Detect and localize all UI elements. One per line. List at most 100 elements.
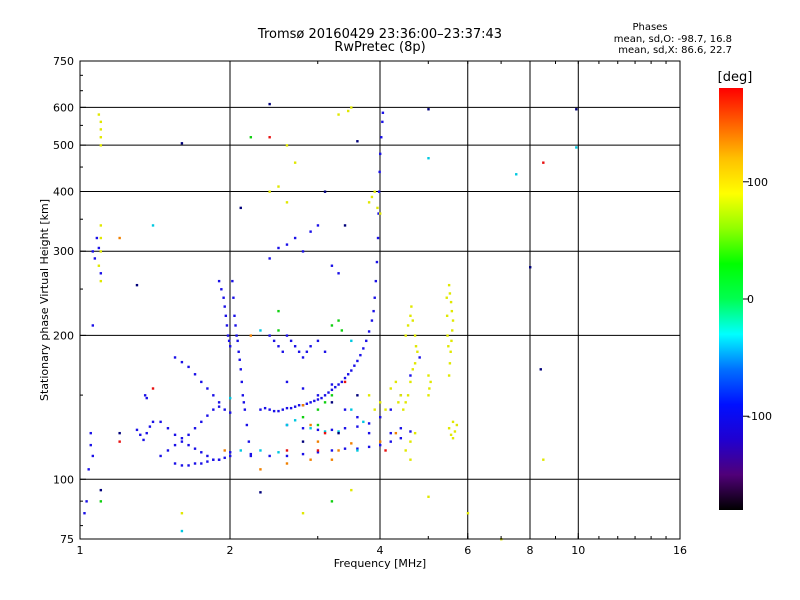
data-point [173, 462, 177, 465]
data-point [376, 206, 379, 210]
data-point [173, 443, 177, 447]
data-point [377, 190, 381, 193]
data-point [239, 368, 242, 371]
data-point [330, 500, 334, 503]
data-point [350, 339, 353, 343]
data-point [427, 495, 430, 498]
data-point [330, 264, 334, 267]
data-point [350, 442, 353, 445]
data-point [285, 449, 289, 452]
data-point [187, 433, 190, 437]
data-point [206, 460, 209, 463]
data-point [340, 380, 344, 384]
data-point [316, 440, 320, 443]
data-point [323, 394, 327, 397]
data-point [309, 230, 312, 233]
data-point [316, 224, 320, 227]
data-point [451, 329, 454, 332]
data-point [375, 260, 379, 264]
data-point [223, 305, 226, 308]
data-point [378, 170, 381, 174]
data-point [515, 173, 518, 176]
data-point [272, 339, 276, 343]
data-point [293, 161, 297, 164]
data-point [91, 250, 95, 253]
data-point [180, 142, 184, 145]
data-point [418, 356, 421, 359]
data-point [320, 396, 323, 400]
data-point [285, 144, 289, 147]
data-point [449, 350, 452, 353]
data-point [330, 383, 334, 386]
data-point [200, 380, 203, 384]
data-point [356, 425, 359, 428]
data-point [356, 449, 359, 452]
data-point [301, 250, 305, 253]
data-point [323, 190, 327, 193]
data-point [83, 512, 86, 515]
data-point [180, 529, 184, 533]
data-point [427, 374, 430, 377]
data-point [379, 152, 382, 156]
data-point [410, 305, 413, 308]
data-point [229, 411, 232, 414]
data-point [448, 292, 452, 295]
data-point [145, 431, 148, 435]
data-point [281, 350, 284, 353]
data-point [148, 425, 152, 428]
data-point [337, 113, 340, 116]
phase-legend-title: Phases [632, 22, 668, 33]
data-point [379, 443, 382, 447]
data-point [373, 296, 376, 299]
data-point [193, 462, 197, 465]
data-point [343, 427, 347, 430]
data-point [235, 334, 238, 337]
data-point [263, 406, 267, 410]
data-point [542, 458, 545, 461]
data-point [353, 364, 356, 367]
data-point [223, 449, 226, 452]
data-point [409, 374, 412, 377]
data-point [409, 458, 412, 461]
data-point [297, 404, 301, 407]
data-point [330, 388, 334, 392]
x-tick-label: 6 [464, 544, 471, 557]
data-point [450, 339, 453, 343]
data-point [356, 140, 359, 143]
data-point [350, 408, 353, 411]
data-point [145, 396, 148, 400]
x-tick-label: 10 [571, 544, 585, 557]
phase-legend-o: mean, sd,O: -98.7, 16.8 [613, 34, 732, 45]
data-point [305, 402, 309, 405]
data-point [301, 404, 305, 407]
data-point [404, 401, 407, 404]
data-point [99, 500, 103, 503]
data-point [370, 195, 374, 199]
y-axis-label: Stationary phase Virtual Height [km] [38, 199, 51, 401]
data-point [180, 464, 184, 467]
data-point [529, 266, 532, 269]
data-point [323, 350, 327, 353]
data-point [381, 120, 384, 124]
data-point [99, 136, 103, 139]
data-point [337, 272, 340, 275]
data-point [376, 236, 380, 240]
data-point [447, 374, 451, 377]
y-tick-label: 100 [53, 473, 74, 486]
data-point [99, 250, 103, 253]
data-point [285, 462, 289, 465]
data-point [240, 380, 243, 384]
data-point [445, 296, 448, 299]
data-point [389, 387, 392, 390]
data-point [346, 109, 350, 113]
data-point [316, 408, 320, 411]
phase-legend-x: mean, sd,X: 86.6, 22.7 [618, 45, 732, 56]
data-point [377, 212, 380, 215]
data-point [87, 468, 90, 471]
data-point [229, 454, 232, 458]
data-point [539, 368, 542, 371]
data-point [350, 488, 353, 492]
data-point [451, 319, 455, 322]
data-point [330, 324, 334, 327]
data-point [301, 415, 305, 419]
